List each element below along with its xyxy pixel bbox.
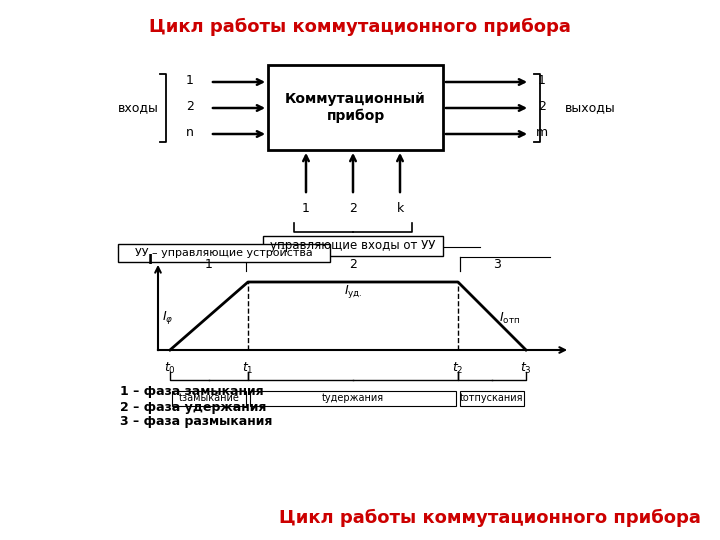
Bar	[263, 236, 443, 256]
Text: Цикл работы коммутационного прибора: Цикл работы коммутационного прибора	[279, 509, 701, 527]
Bar	[172, 390, 246, 406]
Text: $I_{\rm уд.}$: $I_{\rm уд.}$	[343, 284, 362, 300]
Text: 2: 2	[349, 259, 357, 272]
Text: 1: 1	[538, 73, 546, 86]
Text: m: m	[536, 125, 548, 138]
Bar	[268, 65, 443, 150]
Text: 3: 3	[493, 259, 501, 272]
Text: 2 – фаза удержания: 2 – фаза удержания	[120, 401, 266, 414]
Text: 1: 1	[205, 259, 213, 272]
Text: 1: 1	[186, 73, 194, 86]
Text: n: n	[186, 125, 194, 138]
Text: k: k	[397, 201, 404, 214]
Bar	[250, 390, 456, 406]
Text: 1 – фаза замыкания: 1 – фаза замыкания	[120, 386, 264, 399]
Text: УУ – управляющие устройства: УУ – управляющие устройства	[135, 248, 313, 258]
Bar	[460, 390, 524, 406]
Text: tотпускания: tотпускания	[460, 393, 523, 403]
Text: Коммутационный
прибор: Коммутационный прибор	[285, 92, 426, 123]
Bar	[118, 244, 330, 262]
Text: 1: 1	[302, 201, 310, 214]
Text: управляющие входы от УУ: управляющие входы от УУ	[270, 240, 436, 253]
Text: 2: 2	[349, 201, 357, 214]
Text: входы: входы	[117, 102, 158, 114]
Text: $I_{\rm отп}$: $I_{\rm отп}$	[500, 310, 521, 326]
Text: 3 – фаза размыкания: 3 – фаза размыкания	[120, 415, 272, 429]
Text: $t_1$: $t_1$	[242, 361, 254, 376]
Text: выходы: выходы	[564, 102, 616, 114]
Text: $I_{\varphi}$: $I_{\varphi}$	[162, 309, 174, 327]
Text: tзамыкание: tзамыкание	[179, 393, 240, 403]
Text: tудержания: tудержания	[322, 393, 384, 403]
Text: 2: 2	[186, 99, 194, 112]
Text: I: I	[148, 253, 153, 267]
Text: $t_2$: $t_2$	[452, 361, 464, 376]
Text: $t_0$: $t_0$	[164, 361, 176, 376]
Text: Цикл работы коммутационного прибора: Цикл работы коммутационного прибора	[149, 18, 571, 36]
Text: 2: 2	[538, 99, 546, 112]
Text: $t_3$: $t_3$	[520, 361, 532, 376]
